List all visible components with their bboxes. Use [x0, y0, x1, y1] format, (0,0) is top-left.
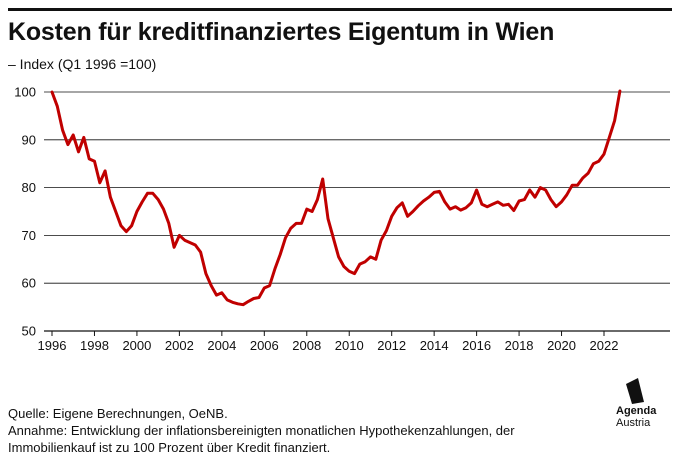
- chart-subtitle: – Index (Q1 1996 =100): [8, 56, 157, 72]
- source-note: Quelle: Eigene Berechnungen, OeNB.: [8, 406, 228, 421]
- y-axis-ticks: 50 60 70 80 90 100: [14, 85, 36, 339]
- x-tick-label: 2012: [377, 338, 406, 353]
- top-rule: [8, 8, 672, 11]
- chart-title: Kosten für kreditfinanziertes Eigentum i…: [8, 18, 555, 46]
- x-axis-ticks: 1996 1998 2000 2002 2004 2006 2008 2010 2012 2014…: [38, 331, 619, 353]
- series-line-0: [50, 89, 622, 307]
- y-tick-label: 70: [22, 228, 36, 243]
- gridlines: [44, 91, 670, 332]
- y-tick-label: 60: [22, 276, 36, 291]
- x-tick-label: 2002: [165, 338, 194, 353]
- x-tick-label: 2020: [547, 338, 576, 353]
- x-tick-label: 2014: [420, 338, 449, 353]
- x-tick-label: 2004: [207, 338, 236, 353]
- x-tick-label: 1998: [80, 338, 109, 353]
- x-tick-label: 1996: [38, 338, 67, 353]
- x-tick-label: 2018: [505, 338, 534, 353]
- x-tick-label: 2010: [335, 338, 364, 353]
- footer: Quelle: Eigene Berechnungen, OeNB. Annah…: [8, 405, 588, 456]
- agenda-austria-logo-icon: [626, 378, 644, 404]
- logo-text-line-1: Agenda: [616, 405, 657, 417]
- line-chart: 50 60 70 80 90 100 1996 1998 2000 2002 2004 2006 20…: [14, 85, 670, 353]
- x-tick-label: 2022: [590, 338, 619, 353]
- logo-text-line-2: Austria: [616, 417, 651, 429]
- x-tick-label: 2006: [250, 338, 279, 353]
- y-tick-label: 100: [14, 85, 36, 100]
- y-tick-label: 90: [22, 132, 36, 147]
- assumption-note-line-1: Annahme: Entwicklung der inflationsberei…: [8, 423, 515, 438]
- y-tick-label: 80: [22, 180, 36, 195]
- x-tick-label: 2000: [122, 338, 151, 353]
- logo-text: Agenda Austria: [616, 405, 656, 429]
- series-layer: [50, 89, 622, 307]
- y-tick-label: 50: [22, 324, 36, 339]
- x-tick-label: 2016: [462, 338, 491, 353]
- assumption-note-line-2: Immobilienkauf ist zu 100 Prozent über K…: [8, 440, 331, 455]
- x-tick-label: 2008: [292, 338, 321, 353]
